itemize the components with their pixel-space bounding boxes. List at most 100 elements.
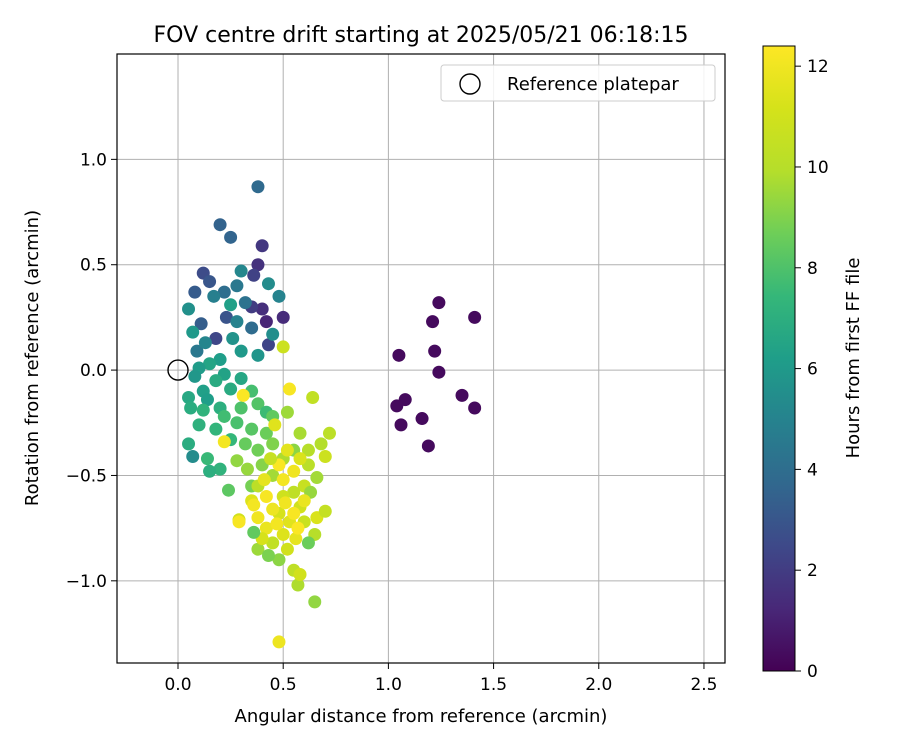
data-point	[232, 515, 246, 529]
data-point	[247, 525, 261, 539]
data-point	[217, 285, 231, 299]
data-point	[261, 338, 275, 352]
x-tick-label: 1.5	[480, 675, 507, 695]
data-point	[203, 275, 217, 289]
data-point	[390, 399, 404, 413]
colorbar-tick-label: 6	[807, 360, 818, 380]
y-tick-label: −1.0	[66, 572, 107, 592]
data-point	[203, 464, 217, 478]
data-point	[230, 416, 244, 430]
data-point	[428, 344, 442, 358]
data-point	[213, 218, 227, 232]
data-point	[251, 180, 265, 194]
data-point	[432, 365, 446, 379]
data-point	[200, 393, 214, 407]
data-point	[255, 239, 269, 253]
colorbar-tick-label: 8	[807, 259, 818, 279]
plot-frame	[116, 53, 726, 664]
data-point	[234, 372, 248, 386]
data-point	[217, 435, 231, 449]
data-point	[182, 302, 196, 316]
data-point	[251, 348, 265, 362]
legend: Reference platepar	[440, 64, 716, 102]
data-point	[272, 289, 286, 303]
data-point	[272, 553, 286, 567]
colorbar-tick-label: 12	[807, 57, 829, 77]
data-point	[287, 485, 301, 499]
y-axis-ticks: −1.0 −0.5 0.0 0.5 1.0	[66, 150, 117, 592]
data-point	[272, 635, 286, 649]
y-tick-label: 0.0	[80, 361, 107, 381]
data-point	[209, 374, 223, 388]
data-point	[468, 401, 482, 415]
data-point	[190, 344, 204, 358]
data-point	[394, 418, 408, 432]
legend-marker-circle-icon	[459, 73, 481, 95]
data-point	[291, 578, 305, 592]
data-point	[234, 264, 248, 278]
colorbar-label: Hours from first FF file	[843, 258, 864, 459]
data-point	[301, 536, 315, 550]
data-point	[291, 521, 305, 535]
data-point	[287, 506, 301, 520]
data-point	[276, 527, 290, 541]
data-point	[468, 310, 482, 324]
legend-entry-label: Reference platepar	[507, 74, 679, 95]
y-axis-label: Rotation from reference (arcmin)	[22, 210, 43, 506]
data-point	[322, 426, 336, 440]
x-tick-label: 1.0	[375, 675, 402, 695]
data-point	[264, 452, 278, 466]
data-point	[276, 340, 290, 354]
data-point	[261, 277, 275, 291]
x-tick-label: 2.0	[585, 675, 612, 695]
data-point	[194, 317, 208, 331]
data-point	[240, 462, 254, 476]
grid-lines	[117, 54, 725, 663]
y-tick-label: 0.5	[80, 256, 107, 276]
data-point	[251, 542, 265, 556]
x-tick-label: 0.0	[164, 675, 191, 695]
data-point	[234, 344, 248, 358]
data-point	[224, 230, 238, 244]
data-point	[209, 331, 223, 345]
legend-box	[440, 64, 716, 102]
data-point	[247, 498, 261, 512]
data-point	[196, 403, 210, 417]
data-point	[192, 418, 206, 432]
x-tick-label: 0.5	[270, 675, 297, 695]
data-point	[188, 369, 202, 383]
data-point	[217, 409, 231, 423]
data-point	[280, 405, 294, 419]
data-point	[266, 536, 280, 550]
data-point	[314, 437, 328, 451]
data-point	[207, 289, 221, 303]
data-point	[283, 382, 297, 396]
data-point	[213, 353, 227, 367]
data-point	[318, 504, 332, 518]
data-point	[251, 397, 265, 411]
data-point	[266, 327, 280, 341]
data-point	[280, 443, 294, 457]
colorbar-gradient	[762, 45, 796, 672]
colorbar-ticks: 0 2 4 6 8 10 12	[795, 57, 829, 682]
data-point	[213, 462, 227, 476]
y-tick-label: −0.5	[66, 466, 107, 486]
data-point	[182, 390, 196, 404]
data-point	[238, 296, 252, 310]
data-point	[198, 336, 212, 350]
data-point	[224, 382, 238, 396]
data-point	[421, 439, 435, 453]
data-point	[245, 422, 259, 436]
data-point	[287, 464, 301, 478]
data-point	[203, 357, 217, 371]
data-point	[289, 532, 303, 546]
data-point	[257, 473, 271, 487]
data-point	[259, 315, 273, 329]
data-point	[236, 388, 250, 402]
data-point	[266, 502, 280, 516]
data-point	[182, 437, 196, 451]
data-point	[259, 426, 273, 440]
data-point	[276, 473, 290, 487]
data-point	[270, 517, 284, 531]
